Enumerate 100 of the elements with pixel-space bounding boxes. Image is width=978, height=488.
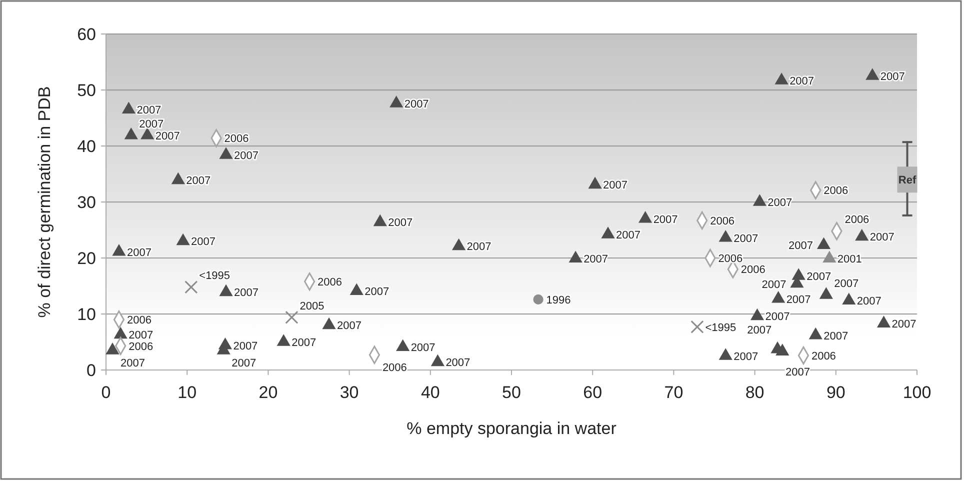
text: 2007 <box>191 236 216 248</box>
x-tick-label: 20 <box>258 383 278 402</box>
point <box>124 128 138 140</box>
point <box>842 292 856 304</box>
point <box>122 102 136 114</box>
point <box>322 317 336 330</box>
point <box>774 72 788 84</box>
point <box>350 283 364 295</box>
text: 2007 <box>786 366 810 378</box>
point <box>373 214 387 226</box>
point <box>718 230 732 242</box>
text: 2007 <box>139 118 164 130</box>
text: 2006 <box>824 185 848 198</box>
text: 2007 <box>234 287 259 300</box>
text: 2006 <box>844 214 870 226</box>
point <box>219 284 233 296</box>
text: 2007 <box>232 357 256 370</box>
point <box>140 128 154 140</box>
point <box>568 250 582 262</box>
text: 2006 <box>710 215 735 228</box>
point <box>452 238 466 250</box>
series-label: 1996 <box>546 294 571 306</box>
point <box>430 354 444 366</box>
x-tick-label: 80 <box>745 383 764 402</box>
series-label: 2005 <box>300 300 324 312</box>
point <box>114 326 128 339</box>
text: 2006 <box>128 340 154 353</box>
point <box>718 348 732 360</box>
text: <1995 <box>705 322 736 334</box>
point <box>876 316 891 328</box>
point <box>276 334 290 346</box>
point <box>638 210 652 223</box>
y-axis-title: % of direct germination in PDB <box>35 86 54 318</box>
text: 2007 <box>446 357 470 370</box>
point <box>819 287 833 299</box>
point <box>588 176 602 189</box>
text: 2006 <box>318 276 342 289</box>
text: 2007 <box>234 150 259 162</box>
point <box>855 228 869 241</box>
text: 2007 <box>834 278 859 290</box>
text: 2007 <box>880 71 905 83</box>
point <box>601 226 615 238</box>
text: 2007 <box>233 340 258 352</box>
point <box>822 250 836 262</box>
text: 2007 <box>788 240 814 252</box>
x-tick-label: 90 <box>826 383 846 402</box>
text: 2007 <box>768 197 792 209</box>
point <box>772 291 786 303</box>
series-label: 2006 <box>718 253 743 265</box>
point <box>219 147 233 159</box>
x-tick-label: 100 <box>902 383 932 402</box>
text: 2007 <box>824 330 848 342</box>
point <box>390 96 404 108</box>
text: 2007 <box>388 217 413 230</box>
point <box>750 308 764 320</box>
text: 2007 <box>856 296 882 308</box>
text: 2007 <box>126 246 152 259</box>
text: 2007 <box>786 294 811 306</box>
series-label: <1995 <box>199 270 230 282</box>
text: 2007 <box>155 130 180 142</box>
y-tick-label: 30 <box>77 193 96 212</box>
text: 2007 <box>616 229 640 242</box>
y-tick-label: 10 <box>77 305 96 324</box>
x-tick-label: 60 <box>583 383 602 402</box>
text: 2007 <box>765 311 790 324</box>
point <box>866 68 880 80</box>
text: 2007 <box>584 254 608 266</box>
text: 2006 <box>811 350 836 362</box>
x-axis-title: % empty sporangia in water <box>406 419 617 438</box>
point <box>171 172 185 184</box>
text: 2006 <box>382 362 407 374</box>
text: 2007 <box>892 318 916 331</box>
x-tick-label: 30 <box>340 383 359 402</box>
point <box>176 233 190 246</box>
text: 2007 <box>466 241 492 254</box>
y-tick-label: 50 <box>77 81 96 100</box>
text: 2006 <box>740 264 766 276</box>
point <box>808 327 822 340</box>
text: 2006 <box>224 133 249 146</box>
point <box>776 344 790 356</box>
series-label: 2001 <box>837 254 862 266</box>
text: 2007 <box>734 232 758 245</box>
text: 2007 <box>136 104 162 117</box>
point <box>112 244 126 256</box>
text: 2007 <box>186 175 211 188</box>
text: 2007 <box>870 232 894 244</box>
x-tick-label: 50 <box>502 383 521 402</box>
series-label: 2007 <box>410 342 436 354</box>
point <box>752 194 766 206</box>
text: 2007 <box>790 75 814 88</box>
point <box>396 339 410 351</box>
x-tick-label: 10 <box>178 383 197 402</box>
text: 2007 <box>734 351 758 363</box>
y-tick-label: 40 <box>77 137 96 156</box>
y-tick-label: 0 <box>86 361 96 380</box>
series-label: Ref <box>898 174 916 187</box>
text: 2007 <box>292 337 316 349</box>
text: 2007 <box>337 320 362 332</box>
text: 2007 <box>747 324 772 337</box>
point <box>816 237 831 250</box>
